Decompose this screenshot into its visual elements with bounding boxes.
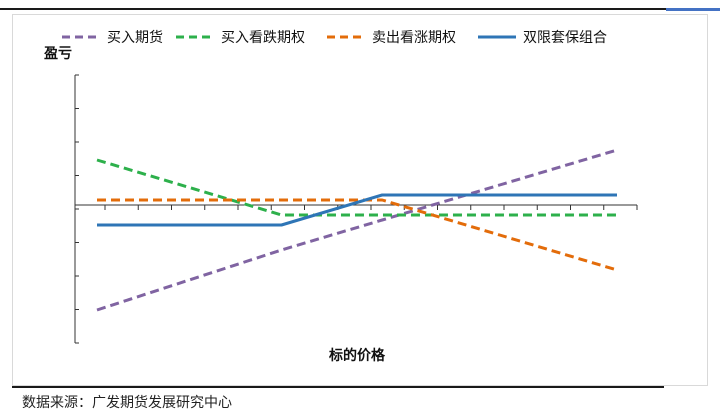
axes [74,74,638,344]
legend-label: 买入期货 [107,29,163,46]
legend: 买入期货 买入看跌期权 卖出看涨期权 双限套保组合 [62,29,607,46]
legend-label: 双限套保组合 [523,30,607,46]
legend-label: 买入看跌期权 [221,30,305,46]
header-accent-rule [666,8,720,11]
x-axis-label: 标的价格 [328,347,386,364]
series-line-4 [97,193,617,227]
series-lines [96,148,618,312]
chart-frame [12,14,708,386]
series-line-3 [97,198,618,272]
legend-label: 卖出看涨期权 [372,30,456,46]
footer-rule [12,386,664,388]
source-note: 数据来源：广发期货发展研究中心 [22,395,232,411]
series-line-2 [96,158,617,217]
header-rule [0,8,666,10]
y-axis-label: 盈亏 [43,46,72,62]
series-line-1 [96,148,618,312]
